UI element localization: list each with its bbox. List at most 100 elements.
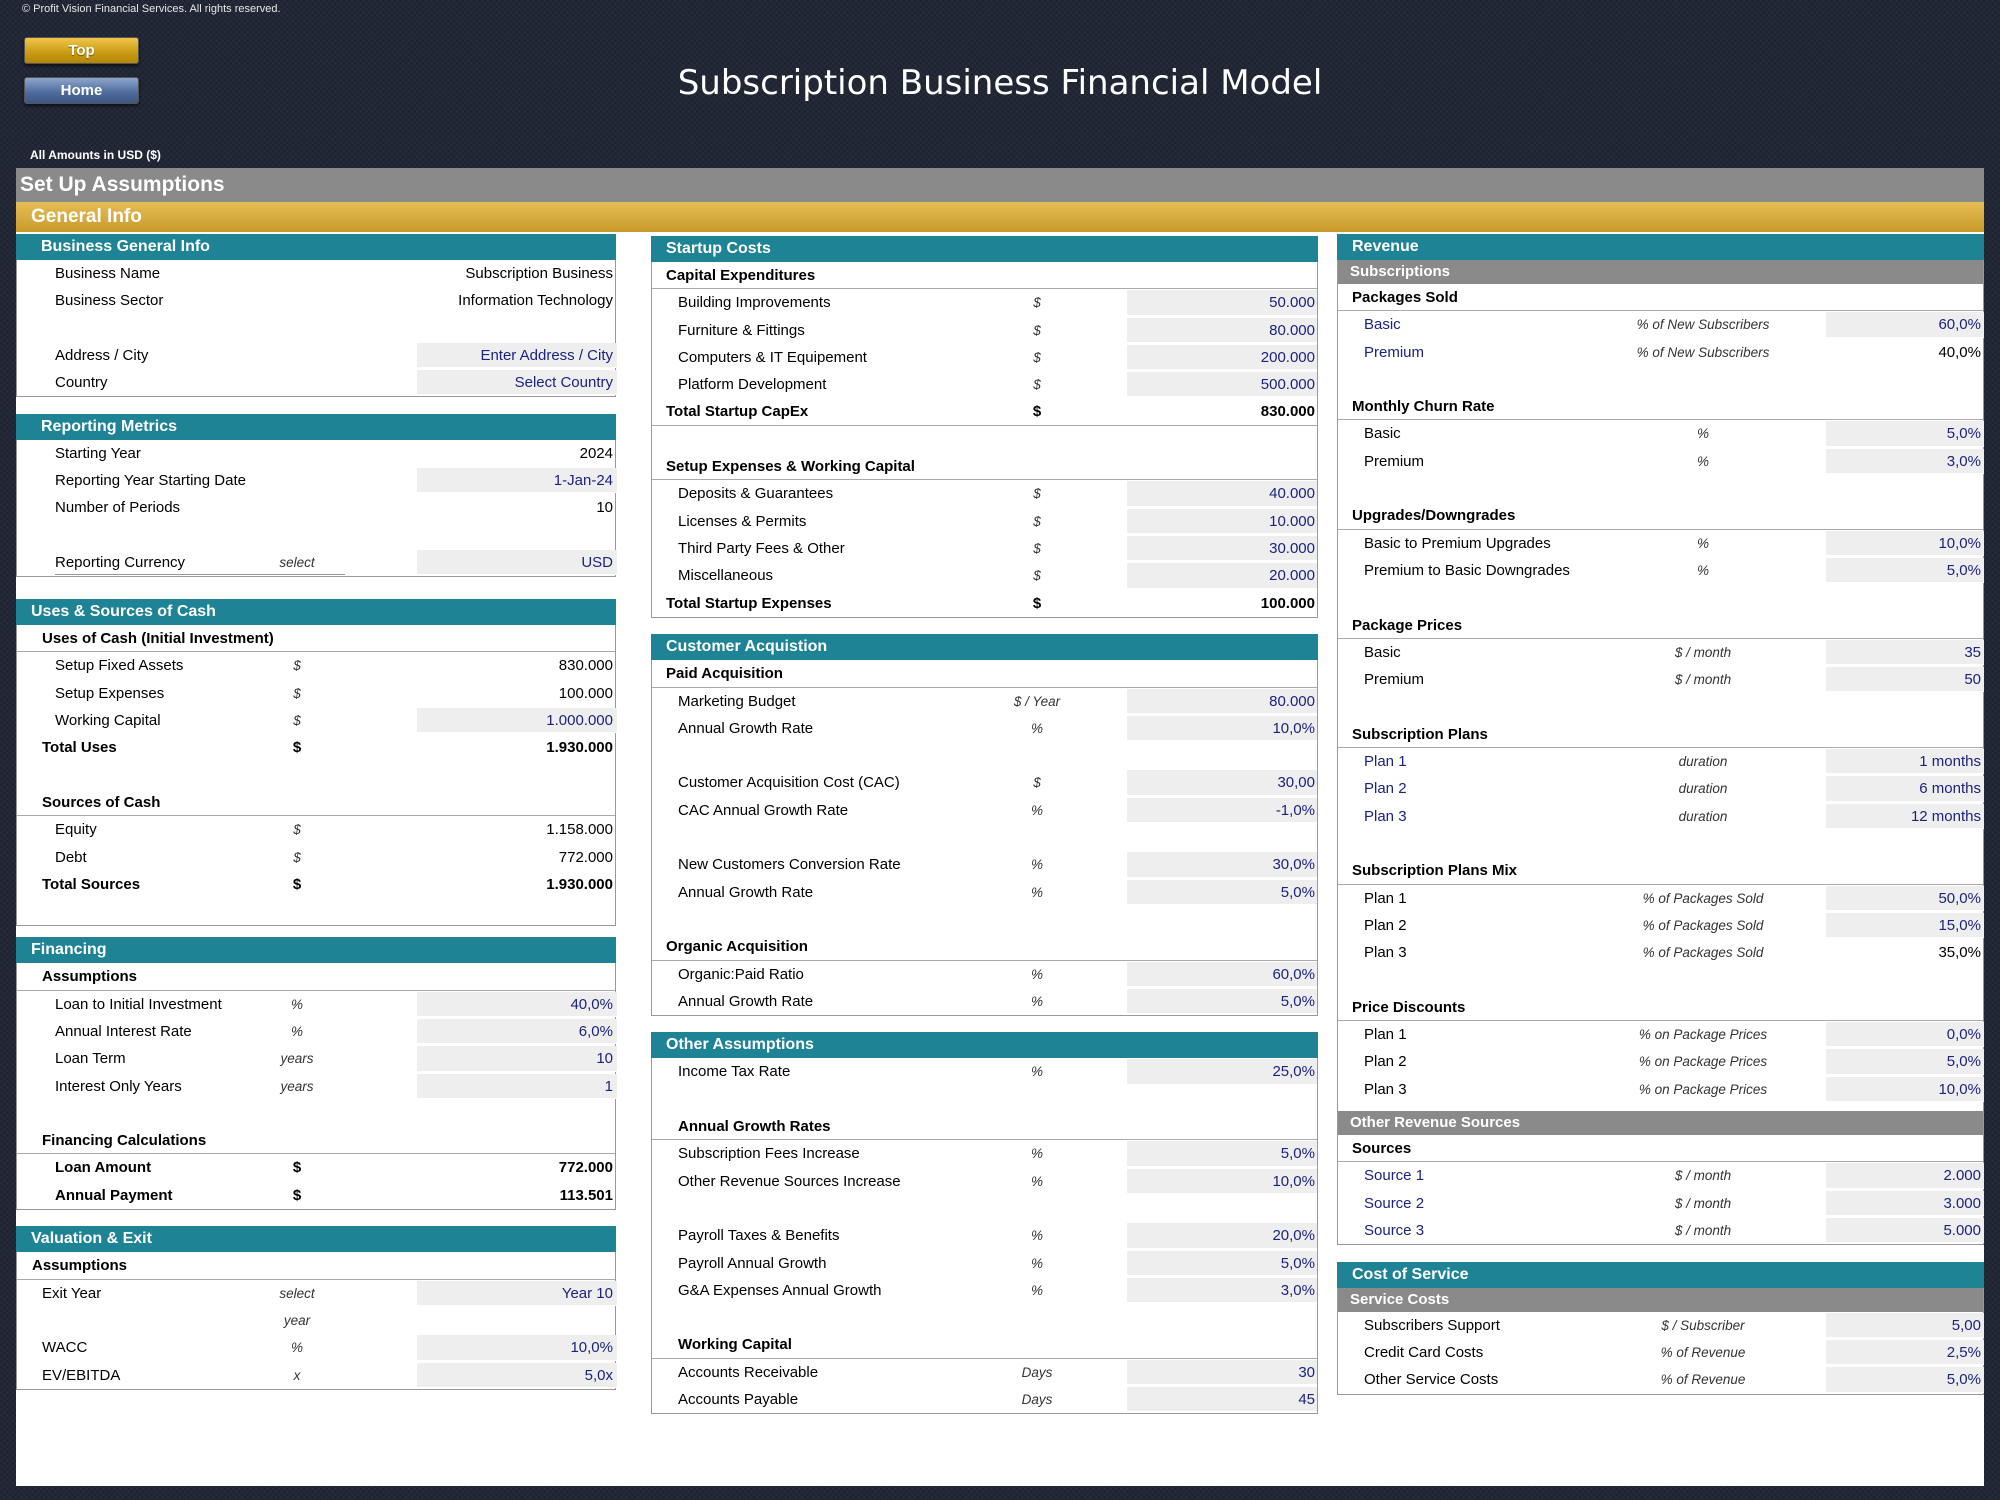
churn-item-2[interactable]: Premium% 3,0% — [1338, 448, 1984, 475]
paid-c-2-input-box[interactable] — [1127, 879, 1317, 905]
setup-item-4-value[interactable]: 20.000 — [1269, 567, 1315, 585]
package-item-1[interactable]: Basic % of New Subscribers 60,0% — [1338, 311, 1984, 338]
paid-b-1-value[interactable]: 30,00 — [1277, 774, 1315, 792]
source-item-1-value[interactable]: 2.000 — [1943, 1167, 1981, 1185]
discount-item-3-input-box[interactable] — [1826, 1076, 1984, 1102]
plan-item-2-value[interactable]: 6 months — [1919, 780, 1981, 798]
wc-item-1-input-box[interactable] — [1127, 1359, 1317, 1386]
growth-b-1[interactable]: Payroll Taxes & Benefits% 20,0% — [652, 1222, 1317, 1249]
setup-item-2[interactable]: Licenses & Permits $10.000 — [652, 508, 1317, 535]
source-item-3[interactable]: Source 3 $ / month 5.000 — [1338, 1217, 1984, 1244]
price-item-1-value[interactable]: 35 — [1964, 643, 1981, 661]
mix-item-1-value[interactable]: 50,0% — [1938, 889, 1981, 907]
growth-b-3-input-box[interactable] — [1127, 1277, 1317, 1304]
plan-item-2[interactable]: Plan 2 duration 6 months — [1338, 775, 1984, 802]
growth-a-2[interactable]: Other Revenue Sources Increase% 10,0% — [652, 1168, 1317, 1195]
wc-item-2-input-box[interactable] — [1127, 1387, 1317, 1413]
financing-item-4-input-box[interactable] — [417, 1073, 617, 1099]
capex-item-1-value[interactable]: 50.000 — [1269, 294, 1315, 312]
churn-item-1-value[interactable]: 5,0% — [1946, 425, 1981, 443]
growth-b-3-value[interactable]: 3,0% — [1280, 1281, 1315, 1299]
discount-item-1-value[interactable]: 0,0% — [1946, 1026, 1981, 1044]
reporting-start-date[interactable]: Reporting Year Starting Date 1-Jan-24 — [17, 467, 617, 494]
package-item-1-value[interactable]: 60,0% — [1938, 316, 1981, 334]
discount-item-2-input-box[interactable] — [1826, 1049, 1984, 1075]
discount-item-2[interactable]: Plan 2 % on Package Prices 5,0% — [1338, 1048, 1984, 1075]
growth-b-2-value[interactable]: 5,0% — [1280, 1254, 1315, 1272]
growth-a-2-value[interactable]: 10,0% — [1272, 1172, 1315, 1190]
updown-item-1[interactable]: Basic to Premium Upgrades% 10,0% — [1338, 530, 1984, 557]
plan-item-1-value[interactable]: 1 months — [1919, 753, 1981, 771]
updown-item-1-input-box[interactable] — [1826, 530, 1984, 556]
home-button[interactable]: Home — [24, 77, 139, 104]
setup-item-2-input-box[interactable] — [1127, 508, 1317, 534]
wc-item-1-value[interactable]: 30 — [1298, 1363, 1315, 1381]
capex-item-2-value[interactable]: 80.000 — [1269, 321, 1315, 339]
service-item-2-input-box[interactable] — [1826, 1339, 1984, 1366]
exit-year-value[interactable]: Year 10 — [561, 1284, 613, 1302]
top-button[interactable]: Top — [24, 37, 139, 64]
financing-item-3[interactable]: Loan Term years 10 — [17, 1045, 617, 1072]
service-item-3-value[interactable]: 5,0% — [1946, 1371, 1981, 1389]
paid-b-2[interactable]: CAC Annual Growth Rate% -1,0% — [652, 797, 1317, 824]
reporting-currency-value[interactable]: USD — [581, 554, 613, 572]
organic-item-1[interactable]: Organic:Paid Ratio% 60,0% — [652, 961, 1317, 988]
setup-item-2-value[interactable]: 10.000 — [1269, 512, 1315, 530]
financing-item-1-input-box[interactable] — [417, 991, 617, 1017]
paid-c-1-input-box[interactable] — [1127, 852, 1317, 878]
source-item-1[interactable]: Source 1 $ / month 2.000 — [1338, 1162, 1984, 1189]
paid-b-2-value[interactable]: -1,0% — [1275, 801, 1315, 819]
valuation-item-2-value[interactable]: 5,0x — [584, 1366, 613, 1384]
financing-item-1[interactable]: Loan to Initial Investment% 40,0% — [17, 991, 617, 1018]
service-item-2[interactable]: Credit Card Costs % of Revenue 2,5% — [1338, 1339, 1984, 1366]
discount-item-1-input-box[interactable] — [1826, 1022, 1984, 1048]
growth-a-1-value[interactable]: 5,0% — [1280, 1145, 1315, 1163]
setup-item-1[interactable]: Deposits & Guarantees $40.000 — [652, 480, 1317, 507]
service-item-2-value[interactable]: 2,5% — [1946, 1343, 1981, 1361]
plan-item-3[interactable]: Plan 3 duration 12 months — [1338, 803, 1984, 830]
paid-a-1-value[interactable]: 80.000 — [1269, 692, 1315, 710]
country-input-box[interactable] — [417, 370, 617, 396]
capex-item-3[interactable]: Computers & IT Equipement $200.000 — [652, 344, 1317, 371]
paid-a-2-input-box[interactable] — [1127, 715, 1317, 742]
wc-item-2-value[interactable]: 45 — [1298, 1391, 1315, 1409]
plan-item-2-input-box[interactable] — [1826, 776, 1984, 802]
address-city-value[interactable]: Enter Address / City — [480, 346, 613, 364]
service-item-1[interactable]: Subscribers Support $ / Subscriber 5,00 — [1338, 1312, 1984, 1339]
uses-item-3[interactable]: Working Capital $1.000.000 — [17, 707, 617, 734]
plan-item-1[interactable]: Plan 1 duration 1 months — [1338, 748, 1984, 775]
service-item-1-input-box[interactable] — [1826, 1312, 1984, 1338]
service-item-1-value[interactable]: 5,00 — [1951, 1316, 1981, 1334]
organic-item-2-value[interactable]: 5,0% — [1280, 992, 1315, 1010]
capex-item-3-value[interactable]: 200.000 — [1260, 348, 1315, 366]
paid-c-2-value[interactable]: 5,0% — [1280, 883, 1315, 901]
valuation-item-2[interactable]: EV/EBITDA x 5,0x — [17, 1362, 617, 1389]
source-item-1-input-box[interactable] — [1826, 1163, 1984, 1189]
growth-b-1-input-box[interactable] — [1127, 1223, 1317, 1249]
organic-item-1-input-box[interactable] — [1127, 961, 1317, 987]
income-tax-rate[interactable]: Income Tax Rate% 25,0% — [652, 1058, 1317, 1085]
mix-item-2[interactable]: Plan 2 % of Packages Sold 15,0% — [1338, 912, 1984, 939]
growth-b-1-value[interactable]: 20,0% — [1272, 1227, 1315, 1245]
capex-item-1-input-box[interactable] — [1127, 290, 1317, 316]
discount-item-2-value[interactable]: 5,0% — [1946, 1053, 1981, 1071]
address-city[interactable]: Address / City Enter Address / City — [17, 342, 617, 369]
reporting-currency[interactable]: Reporting Currency select USD — [17, 549, 617, 576]
package-item-1-input-box[interactable] — [1826, 312, 1984, 338]
setup-item-4-input-box[interactable] — [1127, 563, 1317, 589]
growth-a-2-input-box[interactable] — [1127, 1168, 1317, 1194]
exit-year[interactable]: Exit Year select year Year 10 — [17, 1280, 617, 1328]
plan-item-1-input-box[interactable] — [1826, 749, 1984, 775]
source-item-3-input-box[interactable] — [1826, 1217, 1984, 1244]
updown-item-2-input-box[interactable] — [1826, 557, 1984, 584]
updown-item-2[interactable]: Premium to Basic Downgrades% 5,0% — [1338, 557, 1984, 584]
setup-item-3-value[interactable]: 30.000 — [1269, 539, 1315, 557]
mix-item-2-value[interactable]: 15,0% — [1938, 916, 1981, 934]
growth-b-3[interactable]: G&A Expenses Annual Growth% 3,0% — [652, 1277, 1317, 1304]
setup-item-3[interactable]: Third Party Fees & Other $30.000 — [652, 535, 1317, 562]
setup-item-3-input-box[interactable] — [1127, 535, 1317, 562]
financing-item-3-value[interactable]: 10 — [596, 1050, 613, 1068]
paid-b-2-input-box[interactable] — [1127, 797, 1317, 824]
growth-a-1-input-box[interactable] — [1127, 1141, 1317, 1167]
financing-item-4[interactable]: Interest Only Years years 1 — [17, 1073, 617, 1100]
